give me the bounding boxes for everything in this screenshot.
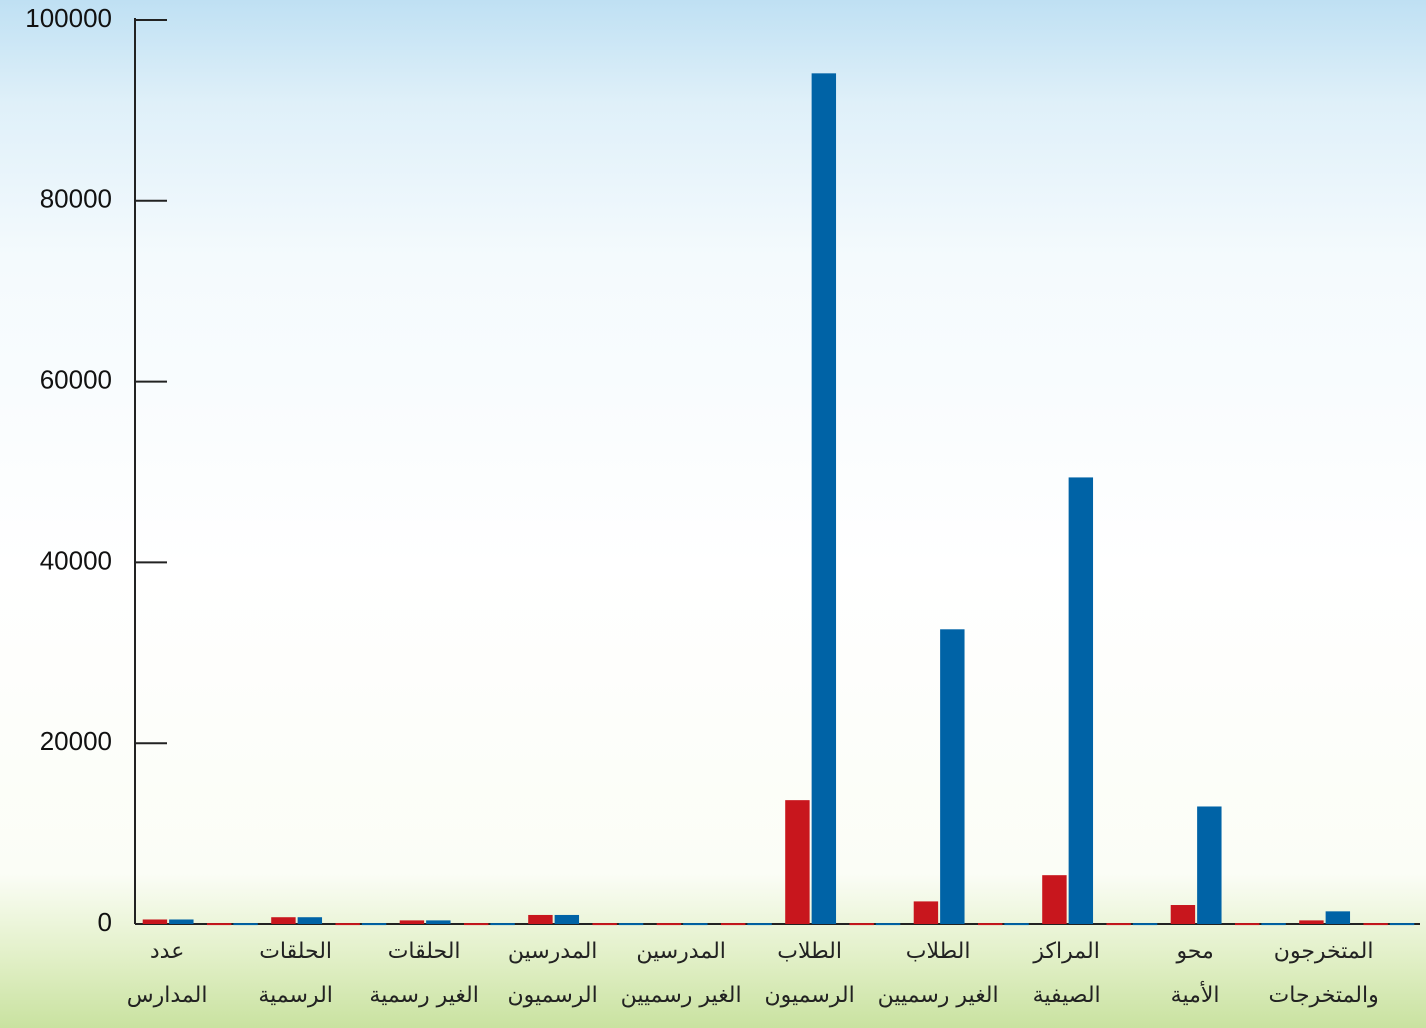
bar xyxy=(233,923,257,925)
bar xyxy=(592,923,616,925)
bar xyxy=(1171,905,1195,924)
bar xyxy=(1069,477,1093,924)
bar xyxy=(1197,806,1221,924)
y-tick-label: 60000 xyxy=(40,364,112,394)
bar xyxy=(1133,923,1157,925)
bar xyxy=(271,917,295,924)
bar xyxy=(362,923,386,925)
bar xyxy=(169,919,193,924)
x-tick-label: عدد المدارس xyxy=(97,930,237,1018)
bar xyxy=(1390,923,1414,925)
x-tick-label: الطلاب الرسميون xyxy=(740,930,880,1018)
bar xyxy=(528,915,552,924)
bar xyxy=(426,920,450,924)
bar xyxy=(143,919,167,924)
bar xyxy=(721,923,745,925)
bar xyxy=(940,629,964,924)
y-tick-label: 40000 xyxy=(40,545,112,575)
x-tick-label: محو الأمية xyxy=(1125,930,1265,1018)
bar xyxy=(1261,923,1285,925)
x-tick-label: المدرسين الغير رسميين xyxy=(611,930,751,1018)
y-tick-label: 80000 xyxy=(40,184,112,214)
bar xyxy=(490,923,514,925)
bar xyxy=(1299,920,1323,924)
chart: 020000400006000080000100000 xyxy=(0,0,1426,1028)
bar xyxy=(1106,923,1130,925)
bar xyxy=(400,920,424,924)
x-tick-label: المدرسين الرسميون xyxy=(483,930,623,1018)
bar xyxy=(1235,923,1259,925)
bar xyxy=(1363,923,1387,925)
x-tick-label: المتخرجون والمتخرجات xyxy=(1254,930,1394,1018)
bar xyxy=(657,923,681,925)
bar xyxy=(207,923,231,925)
bar xyxy=(876,923,900,925)
bar xyxy=(555,915,579,924)
bar xyxy=(1326,911,1350,924)
bar xyxy=(464,923,488,925)
bar xyxy=(619,923,643,925)
x-tick-label: الحلقات الغير رسمية xyxy=(354,930,494,1018)
bar xyxy=(785,800,809,924)
bar xyxy=(849,923,873,925)
bar xyxy=(335,923,359,925)
x-tick-label: المراكز الصيفية xyxy=(997,930,1137,1018)
bar xyxy=(914,901,938,924)
bar xyxy=(812,73,836,924)
x-tick-label: الحلقات الرسمية xyxy=(226,930,366,1018)
page: 020000400006000080000100000 (() => { con… xyxy=(0,0,1426,1028)
bar xyxy=(1004,923,1028,925)
bar xyxy=(1042,875,1066,924)
bar xyxy=(747,923,771,925)
y-tick-label: 100000 xyxy=(25,3,112,33)
bar xyxy=(978,923,1002,925)
y-tick-label: 20000 xyxy=(40,726,112,756)
x-tick-label: الطلاب الغير رسميين xyxy=(868,930,1008,1018)
bar xyxy=(298,917,322,924)
bar xyxy=(683,923,707,925)
